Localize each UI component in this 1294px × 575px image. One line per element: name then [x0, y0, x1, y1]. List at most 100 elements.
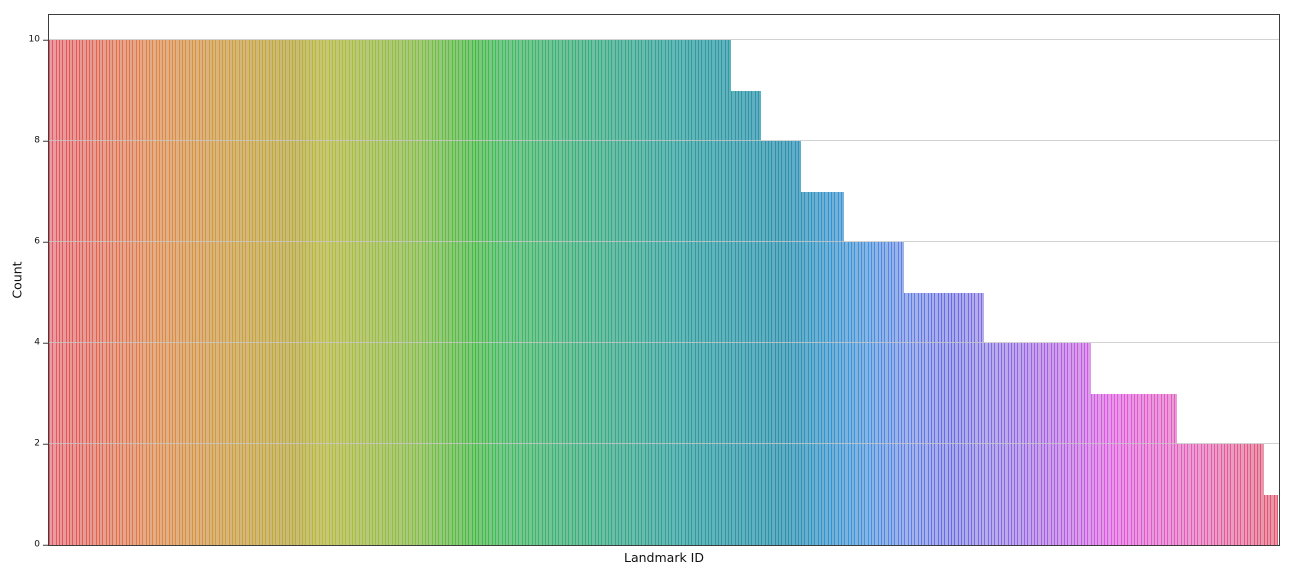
bar: [688, 40, 692, 545]
bar: [598, 40, 602, 545]
bar: [1114, 393, 1118, 545]
bar: [198, 40, 203, 545]
bar: [974, 292, 978, 545]
bar: [604, 40, 609, 545]
bar: [930, 292, 935, 545]
bar: [461, 40, 466, 545]
bar: [192, 40, 196, 545]
bar: [1267, 494, 1271, 545]
bar: [514, 40, 519, 545]
bar: [262, 40, 266, 545]
y-tick-mark: [42, 342, 48, 344]
bar: [78, 40, 83, 545]
bar: [954, 292, 958, 545]
bar: [348, 40, 352, 545]
bar: [904, 292, 908, 545]
bar: [1133, 393, 1138, 545]
bar: [338, 40, 342, 545]
bar: [162, 40, 166, 545]
bar: [737, 90, 742, 545]
bar: [355, 40, 359, 545]
bar: [821, 191, 825, 545]
bar: [1090, 393, 1095, 545]
bar: [558, 40, 562, 545]
bar: [405, 40, 409, 545]
bar: [727, 40, 732, 545]
bar: [128, 40, 133, 545]
bar: [55, 40, 59, 545]
bar: [315, 40, 319, 545]
bar: [1250, 444, 1254, 545]
bar: [202, 40, 206, 545]
bar: [1140, 393, 1144, 545]
bar: [268, 40, 272, 545]
bar: [232, 40, 236, 545]
bar: [112, 40, 116, 545]
bar: [132, 40, 136, 545]
bar: [960, 292, 965, 545]
bar: [438, 40, 442, 545]
bar: [122, 40, 126, 545]
bar: [1213, 444, 1218, 545]
bar: [801, 191, 805, 545]
bar: [681, 40, 685, 545]
bar: [914, 292, 918, 545]
bar: [1123, 393, 1128, 545]
bar: [661, 40, 665, 545]
bar: [618, 40, 622, 545]
bar: [175, 40, 179, 545]
bar: [704, 40, 708, 545]
bar: [654, 40, 659, 545]
bar: [747, 90, 752, 545]
bar: [385, 40, 389, 545]
bar: [571, 40, 575, 545]
bar: [245, 40, 249, 545]
bar: [401, 40, 406, 545]
bar: [950, 292, 955, 545]
bar: [361, 40, 366, 545]
bar: [1220, 444, 1224, 545]
bar: [491, 40, 495, 545]
bar: [498, 40, 502, 545]
bar: [85, 40, 89, 545]
bar: [305, 40, 309, 545]
bar: [724, 40, 728, 545]
bar: [1193, 444, 1198, 545]
bar: [215, 40, 219, 545]
bar: [757, 90, 762, 545]
bar: [222, 40, 226, 545]
bar: [957, 292, 961, 545]
bar: [1117, 393, 1121, 545]
bar: [631, 40, 635, 545]
bar: [844, 242, 848, 545]
bar: [594, 40, 599, 545]
bar: [521, 40, 525, 545]
bar: [651, 40, 655, 545]
bar: [864, 242, 868, 545]
bar: [142, 40, 146, 545]
bar: [674, 40, 679, 545]
bar: [1233, 444, 1238, 545]
bar: [920, 292, 925, 545]
bar: [58, 40, 63, 545]
y-tick-label: 2: [34, 438, 40, 449]
bar: [1253, 444, 1258, 545]
bar: [1120, 393, 1124, 545]
bar: [827, 191, 832, 545]
bar: [288, 40, 292, 545]
bar: [887, 242, 892, 545]
bar: [1273, 494, 1279, 545]
bar: [528, 40, 532, 545]
bar: [621, 40, 625, 545]
bar: [1200, 444, 1204, 545]
bar: [871, 242, 875, 545]
bar: [135, 40, 139, 545]
bar: [741, 90, 745, 545]
bar: [694, 40, 698, 545]
bar: [601, 40, 605, 545]
bar: [145, 40, 149, 545]
bar: [1097, 393, 1101, 545]
bar: [75, 40, 79, 545]
bar: [1263, 494, 1268, 545]
bar: [831, 191, 835, 545]
